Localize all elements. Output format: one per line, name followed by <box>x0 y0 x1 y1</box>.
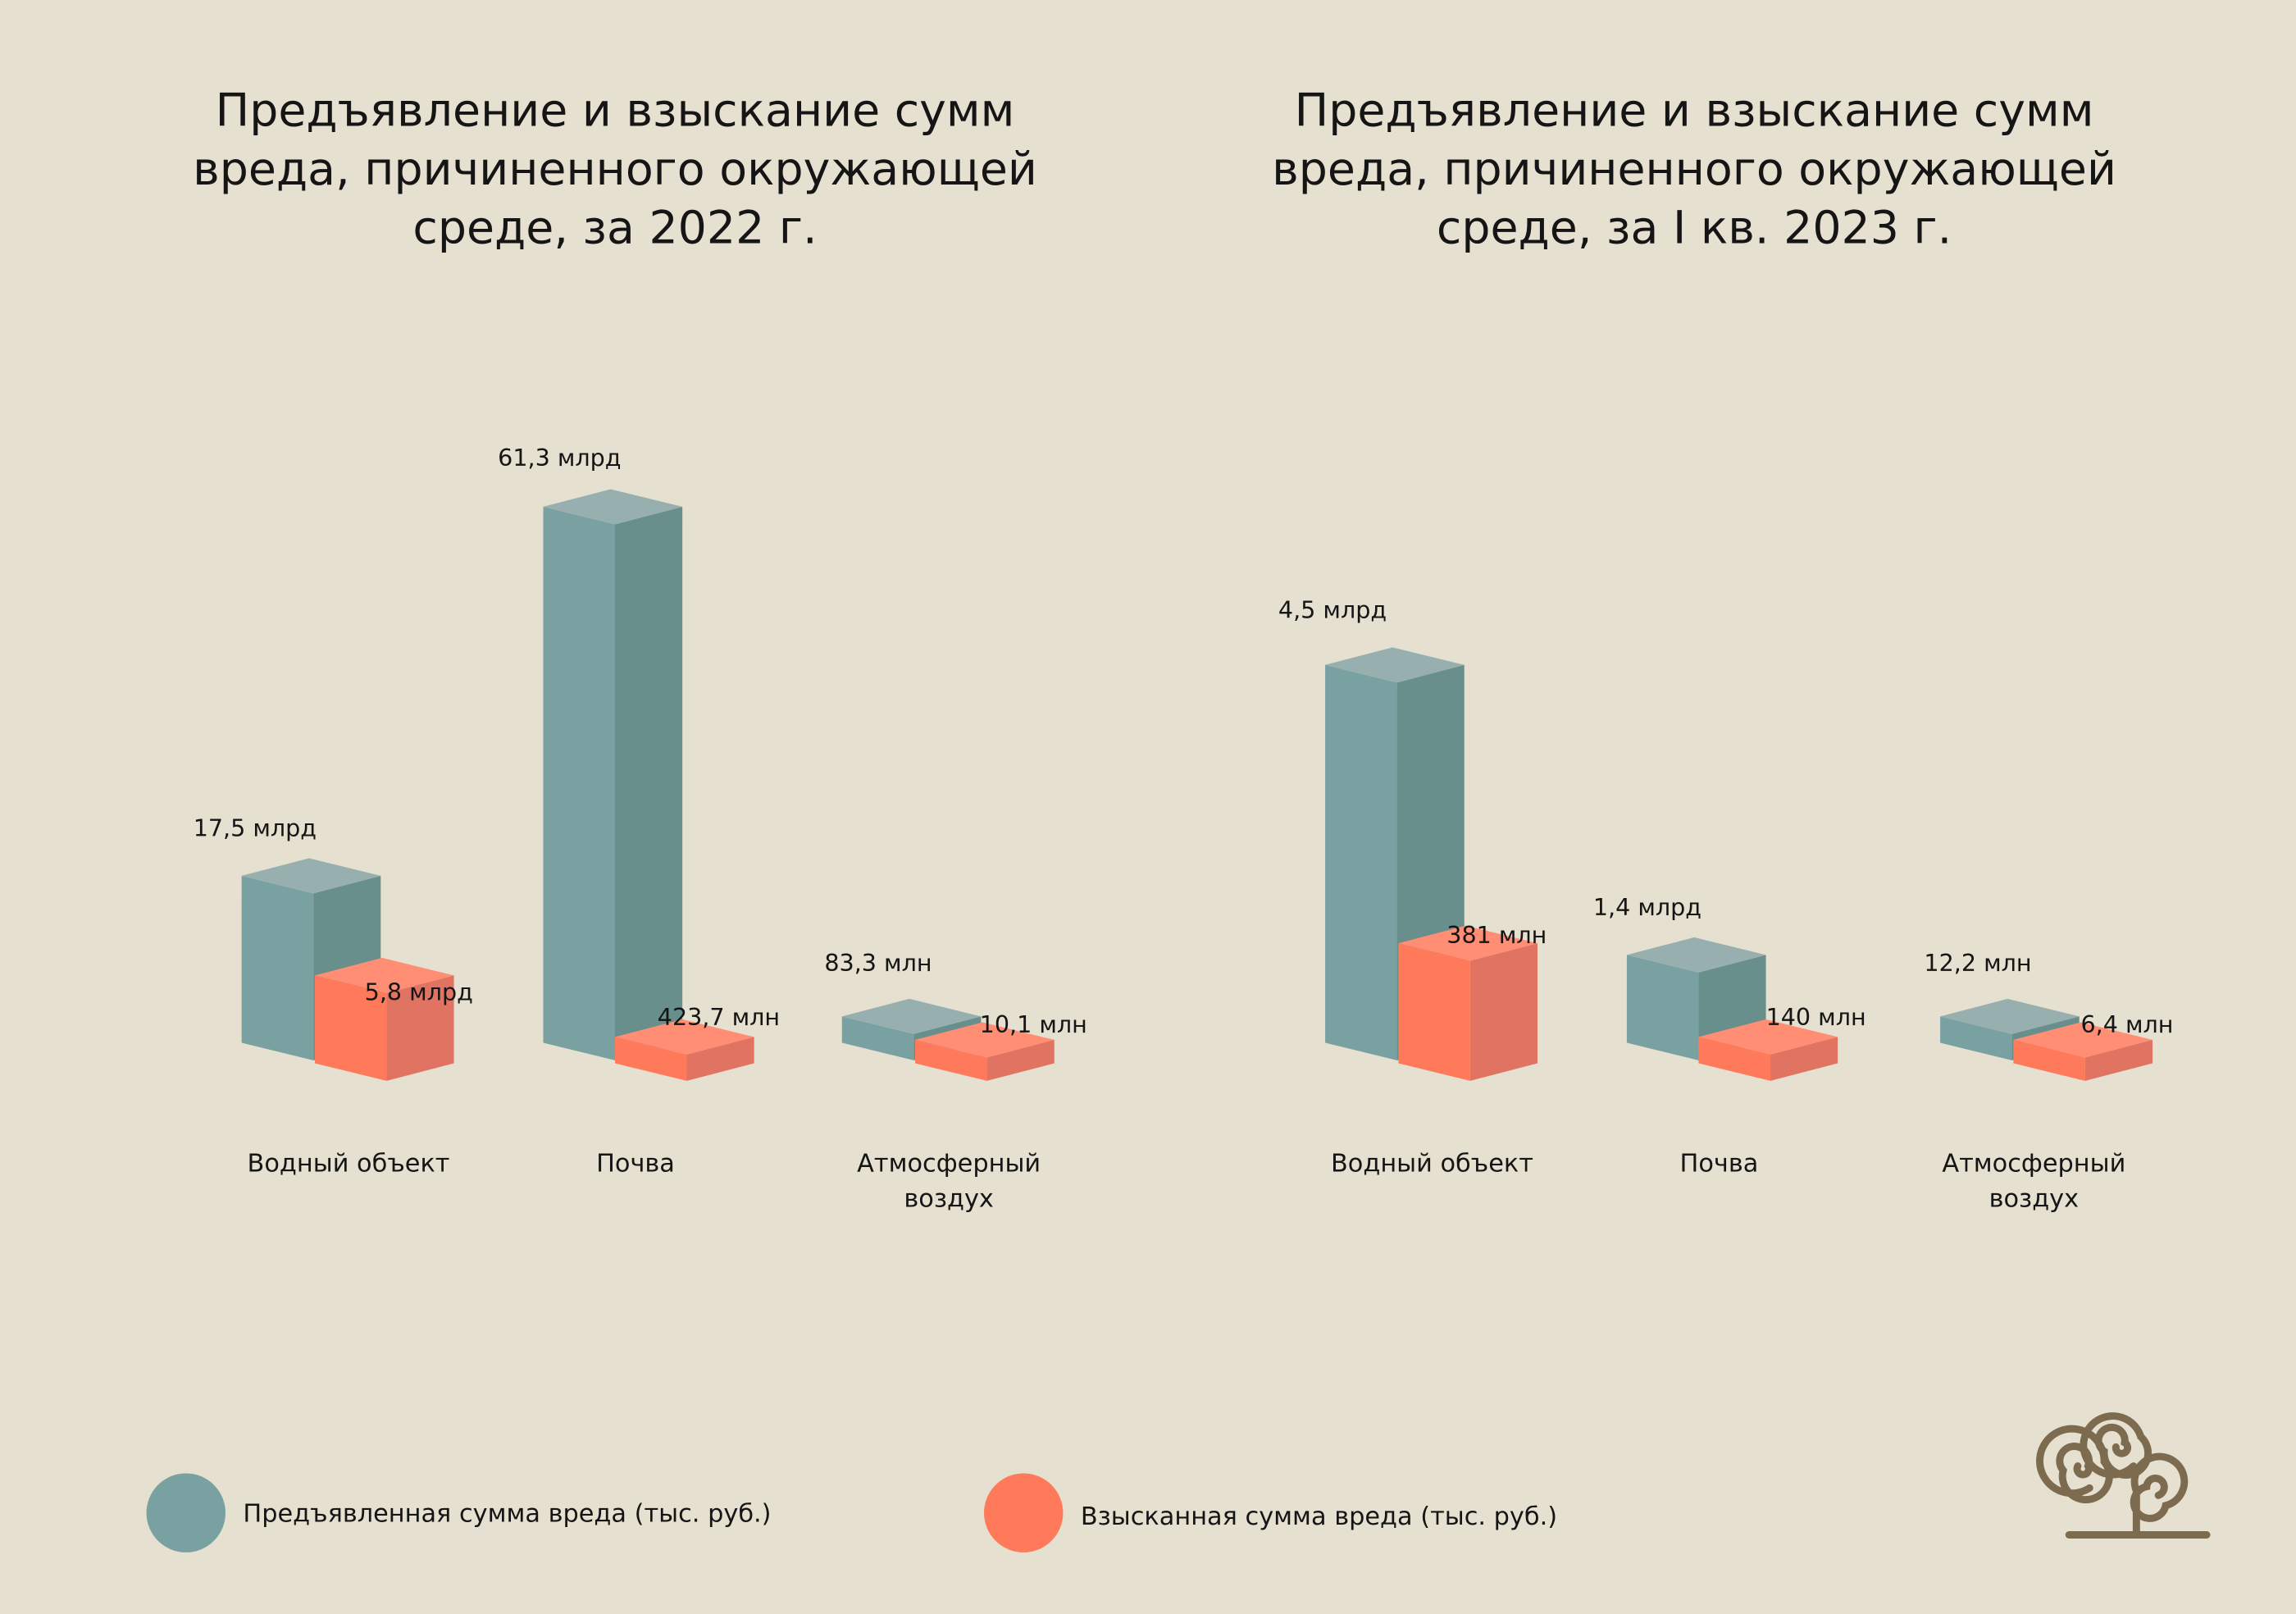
bar-recovered <box>915 1022 1055 1081</box>
bar-top-face <box>314 957 454 993</box>
bar-side-face <box>2084 1039 2152 1081</box>
bar-top-face <box>2013 1022 2152 1058</box>
bar-front-face <box>1626 955 1699 1060</box>
category-label: Водный объект <box>248 1150 450 1179</box>
data-label: 10,1 млн <box>980 1010 1087 1038</box>
chart-title-line: среде, за 2022 г. <box>412 203 817 255</box>
data-label: 61,3 млрд <box>498 444 621 472</box>
data-label: 381 млн <box>1446 921 1547 949</box>
bar-claimed <box>543 489 683 1060</box>
data-label: 12,2 млн <box>1924 949 2031 977</box>
bar-top-face <box>1940 998 2080 1034</box>
chart-title-line: Предъявление и взыскание сумм <box>216 85 1015 138</box>
category-label: воздух <box>904 1185 993 1214</box>
category-label: Атмосферный <box>1942 1150 2125 1179</box>
bar-front-face <box>1398 943 1470 1081</box>
bar-front-face <box>543 506 615 1060</box>
chart-title-line: среде, за I кв. 2023 г. <box>1437 203 1952 255</box>
bars <box>241 489 1055 1081</box>
bar-recovered <box>314 957 454 1081</box>
data-label: 423,7 млн <box>658 1003 780 1031</box>
bar-side-face <box>615 506 683 1060</box>
bar-front-face <box>241 875 314 1060</box>
data-label: 83,3 млн <box>824 949 932 977</box>
bar-front-face <box>1325 664 1397 1060</box>
data-label: 5,8 млрд <box>365 978 473 1006</box>
legend-swatch-recovered <box>984 1473 1064 1552</box>
bar-side-face <box>1770 1037 1838 1081</box>
chart-title-line: вреда, причиненного окружающей <box>1272 144 2116 196</box>
data-label: 140 млн <box>1766 1003 1866 1031</box>
spiral-tree-logo-icon <box>2036 1412 2211 1539</box>
legend-label: Предъявленная сумма вреда (тыс. руб.) <box>243 1499 771 1528</box>
bar-front-face <box>841 1016 914 1060</box>
bar-side-face <box>1469 943 1538 1081</box>
chart-title-line: Предъявление и взыскание сумм <box>1295 85 2094 138</box>
data-label: 4,5 млрд <box>1278 596 1387 624</box>
chart-title-line: вреда, причиненного окружающей <box>193 144 1037 196</box>
data-label: 17,5 млрд <box>194 814 317 842</box>
chart-2022: Предъявление и взыскание сумм вреда, при… <box>193 85 1087 1214</box>
bars <box>1325 647 2152 1081</box>
legend: Предъявленная сумма вреда (тыс. руб.) Вз… <box>146 1473 1557 1552</box>
bar-front-face <box>915 1039 987 1081</box>
category-label: Почва <box>1680 1150 1759 1179</box>
data-label: 1,4 млрд <box>1593 893 1702 921</box>
bar-front-face <box>1698 1037 1770 1081</box>
bar-top-face <box>543 489 683 525</box>
category-label: Почва <box>596 1150 675 1179</box>
data-label: 6,4 млн <box>2081 1010 2174 1038</box>
bar-side-face <box>686 1037 754 1081</box>
bar-top-face <box>1325 647 1465 683</box>
category-label: Атмосферный <box>857 1150 1041 1179</box>
bar-front-face <box>314 975 387 1081</box>
category-label: воздух <box>1989 1185 2079 1214</box>
bar-recovered <box>615 1019 754 1081</box>
bar-top-face <box>241 858 381 894</box>
bar-recovered <box>2013 1022 2152 1081</box>
bar-front-face <box>615 1037 687 1081</box>
legend-label: Взысканная сумма вреда (тыс. руб.) <box>1081 1502 1557 1531</box>
bar-side-face <box>386 975 454 1081</box>
bar-top-face <box>1698 1019 1838 1055</box>
bar-top-face <box>915 1022 1055 1058</box>
category-label: Водный объект <box>1331 1150 1533 1179</box>
bar-recovered <box>1398 925 1538 1081</box>
legend-swatch-claimed <box>146 1473 226 1552</box>
bar-top-face <box>841 998 982 1034</box>
bar-top-face <box>1626 937 1766 973</box>
bar-recovered <box>1698 1019 1838 1081</box>
bar-top-face <box>615 1019 754 1055</box>
chart-2023-q1: Предъявление и взыскание сумм вреда, при… <box>1272 85 2173 1214</box>
bar-top-face <box>1398 925 1538 961</box>
bar-side-face <box>986 1039 1055 1081</box>
bar-front-face <box>2013 1039 2085 1081</box>
bar-front-face <box>1940 1016 2012 1060</box>
